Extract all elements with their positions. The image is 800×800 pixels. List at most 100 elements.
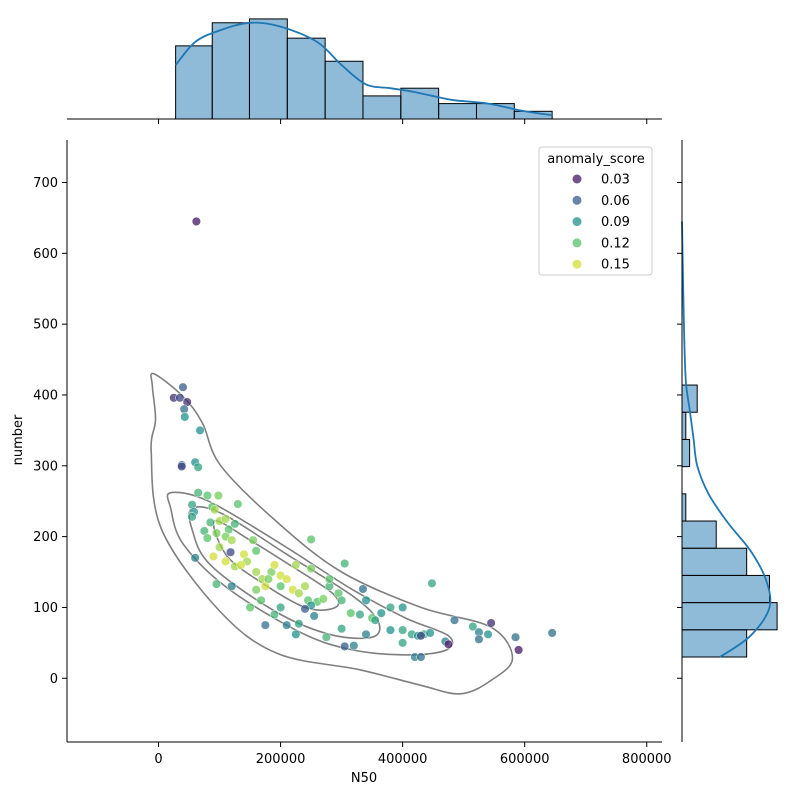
scatter-point: [385, 602, 395, 612]
right-histogram-bar: [681, 629, 748, 658]
top-histogram-bar: [475, 103, 515, 120]
scatter-point: [306, 563, 316, 574]
scatter-point: [251, 585, 261, 595]
top-marginal-histogram: [67, 18, 662, 124]
y-tick-label: 300: [33, 459, 58, 474]
scatter-point: [514, 645, 524, 655]
scatter-point: [245, 602, 255, 612]
scatter-point: [309, 611, 319, 621]
scatter-point: [398, 602, 408, 612]
scatter-point: [227, 535, 237, 545]
scatter-point: [355, 609, 365, 620]
scatter-point: [346, 608, 356, 618]
legend-label: 0.06: [601, 194, 630, 209]
y-tick-label: 400: [33, 388, 58, 403]
top-histogram-bar: [248, 18, 288, 120]
legend-title: anomaly_score: [547, 152, 645, 167]
y-tick-label: 500: [33, 318, 58, 333]
legend-marker: [572, 238, 582, 248]
y-tick-label: 700: [33, 176, 58, 191]
scatter-point: [361, 629, 371, 639]
scatter-point: [179, 404, 189, 414]
scatter-point: [208, 551, 219, 561]
top-histogram-bar: [438, 103, 477, 120]
y-tick-label: 200: [33, 530, 58, 545]
scatter-point: [398, 638, 408, 648]
scatter-point: [468, 622, 478, 632]
legend-label: 0.09: [601, 215, 630, 230]
kde-contour-line: [212, 520, 340, 611]
legend-marker: [572, 259, 582, 269]
scatter-point: [427, 578, 437, 588]
scatter-point: [294, 588, 304, 598]
legend-label: 0.15: [601, 258, 630, 273]
scatter-point: [340, 641, 350, 651]
scatter-point: [248, 535, 258, 545]
y-tick-label: 600: [33, 247, 58, 262]
y-axis-ticks: 0 100 200 300 400 500 600 700: [33, 176, 67, 687]
scatter-point: [190, 553, 200, 563]
kde-contour-line: [150, 372, 514, 695]
scatter-point: [211, 579, 222, 589]
scatter-point: [370, 615, 380, 625]
scatter-point: [294, 619, 304, 629]
scatter-point: [210, 505, 220, 515]
scatter-point: [398, 625, 408, 635]
scatter-point: [300, 604, 310, 614]
scatter-point: [175, 393, 185, 403]
x-axis-label: N50: [351, 771, 377, 786]
legend-marker: [572, 174, 582, 184]
scatter-point: [361, 595, 371, 605]
scatter-point: [340, 558, 350, 569]
scatter-point: [256, 595, 266, 605]
legend-box: [538, 146, 653, 276]
top-histogram-bar: [286, 37, 326, 120]
scatter-point: [337, 624, 347, 634]
scatter-point: [291, 629, 301, 639]
scatter-point: [225, 547, 236, 557]
scatter-point: [324, 574, 334, 584]
top-histogram-bar: [324, 60, 364, 120]
scatter-point: [486, 618, 496, 628]
scatter-point: [306, 534, 316, 544]
right-histogram-bar: [681, 493, 687, 522]
scatter-point: [385, 625, 395, 635]
scatter-point: [187, 512, 197, 522]
right-histogram-bar: [681, 547, 748, 576]
kde-contour-line: [166, 491, 454, 656]
scatter-point: [251, 567, 261, 577]
scatter-point: [449, 615, 460, 625]
scatter-point: [416, 631, 426, 641]
scatter-point: [282, 620, 292, 630]
scatter-point: [263, 574, 273, 584]
scatter-point: [221, 556, 231, 566]
legend-marker: [572, 195, 582, 205]
x-axis-ticks: 0 200000 400000 600000 800000: [154, 742, 672, 767]
kde-contours: [150, 372, 514, 695]
right-histogram-bar: [681, 438, 691, 468]
scatter-point: [269, 609, 280, 620]
top-kde-curve: [174, 21, 553, 117]
scatter-point: [213, 490, 223, 501]
scatter-points: [169, 216, 557, 662]
y-axis-label: number: [11, 414, 26, 465]
scatter-point: [202, 490, 212, 501]
legend-label: 0.12: [601, 236, 630, 251]
right-marginal-histogram: [677, 140, 778, 742]
x-tick-label: 800000: [622, 752, 672, 767]
scatter-point: [180, 412, 190, 422]
scatter-point: [269, 560, 280, 570]
x-tick-label: 0: [154, 752, 162, 767]
x-tick-label: 200000: [256, 752, 306, 767]
scatter-point: [416, 652, 426, 662]
y-tick-label: 0: [50, 672, 58, 687]
scatter-point: [443, 639, 453, 649]
scatter-point: [233, 499, 243, 509]
scatter-point: [358, 584, 368, 594]
scatter-point: [483, 629, 493, 639]
scatter-point: [349, 641, 359, 651]
scatter-point: [177, 461, 187, 472]
legend-marker: [572, 217, 582, 227]
scatter-point: [205, 517, 215, 527]
